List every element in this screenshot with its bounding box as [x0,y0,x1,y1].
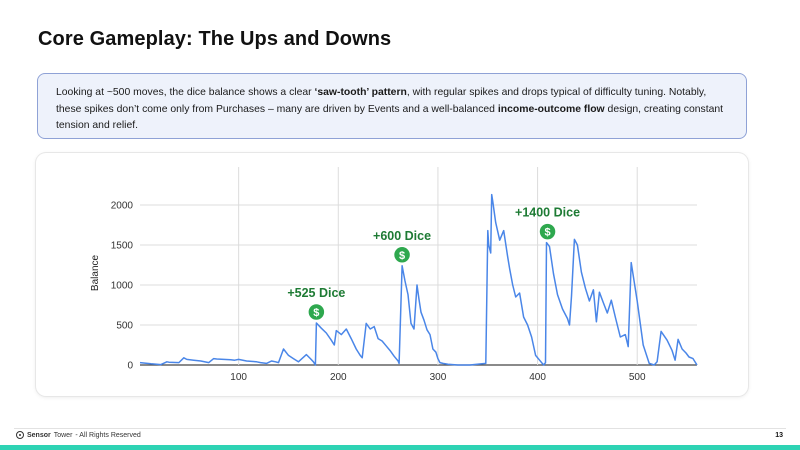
sensor-tower-logo-icon [16,431,24,439]
chart-card: 0 500 1000 1500 2000 100 200 300 400 500 Balance $ +… [36,153,748,396]
x-tick-label: 100 [230,372,247,383]
footer-divider [14,428,786,429]
purchase-annotation: $ +525 Dice [287,286,345,321]
y-axis-title: Balance [90,254,101,291]
accent-bar [0,445,800,450]
purchase-annotation: $ +600 Dice [373,229,431,263]
y-tick-label: 2000 [111,201,134,212]
insight-callout: Looking at ~500 moves, the dice balance … [37,73,747,139]
dollar-sign-glyph: $ [399,250,405,262]
footer-brand: Sensor Tower - All Rights Reserved [16,431,141,439]
dollar-sign-glyph: $ [313,307,319,319]
page-number: 13 [775,432,783,439]
slide-title: Core Gameplay: The Ups and Downs [38,28,391,51]
balance-series-line [140,195,697,365]
x-tick-label: 500 [629,372,646,383]
annotation-label: +525 Dice [287,286,345,300]
y-tick-label: 1500 [111,241,134,252]
purchase-annotation: $ +1400 Dice [515,206,580,241]
callout-text-1: Looking at ~500 moves, the dice balance … [56,87,314,98]
y-tick-label: 500 [116,321,133,332]
x-tick-label: 400 [529,372,546,383]
brand-name-rest: Tower [54,432,73,439]
annotation-label: +600 Dice [373,229,431,243]
dollar-sign-glyph: $ [544,227,550,239]
y-tick-label: 1000 [111,281,134,292]
x-tick-label: 200 [330,372,347,383]
y-tick-label: 0 [127,361,133,372]
annotation-label: +1400 Dice [515,206,580,220]
brand-name: Sensor [27,432,51,439]
rights-text: - All Rights Reserved [75,432,140,439]
balance-line-chart: 0 500 1000 1500 2000 100 200 300 400 500 Balance $ +… [36,153,748,396]
callout-bold-2: income-outcome flow [498,104,605,115]
x-tick-label: 300 [430,372,447,383]
callout-bold-1: ‘saw-tooth’ pattern [314,87,406,98]
